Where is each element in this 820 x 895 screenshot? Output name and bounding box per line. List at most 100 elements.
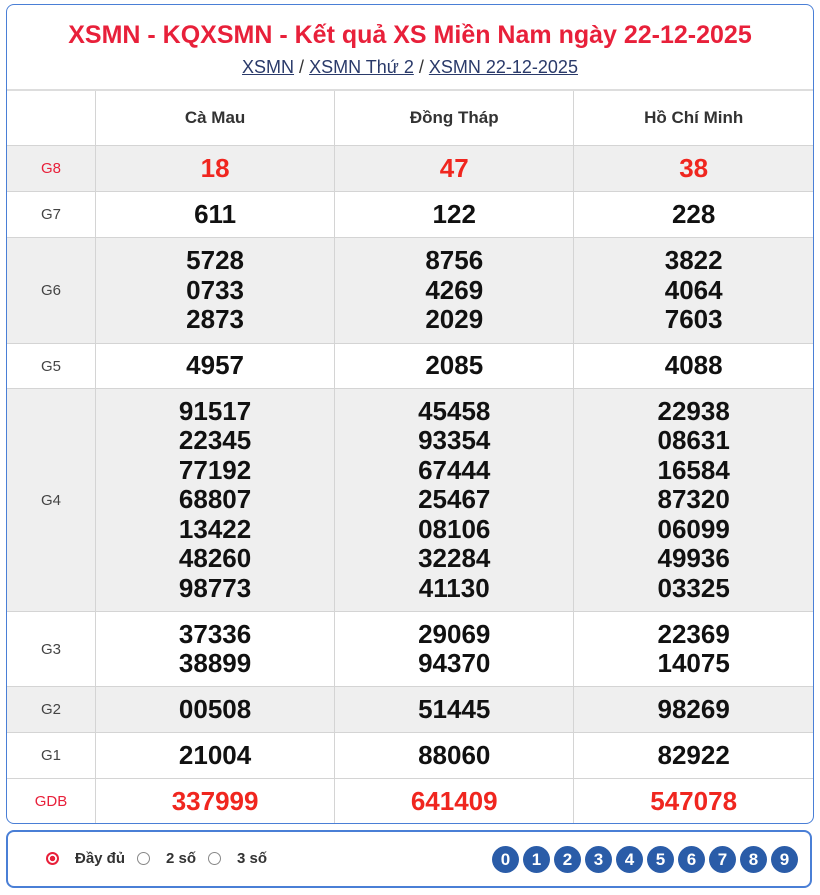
prize-number: 48260 — [178, 543, 252, 574]
digit-button-2[interactable]: 2 — [554, 846, 581, 873]
results-table: Cà Mau Đồng Tháp Hồ Chí Minh G8 18 47 38 G7 6… — [7, 89, 813, 823]
prize-row-g1: G1 21004 88060 82922 — [7, 732, 813, 779]
digit-button-4[interactable]: 4 — [616, 846, 643, 873]
province-header: Đồng Tháp — [334, 89, 575, 146]
radio-full[interactable] — [46, 852, 59, 865]
prize-number: 37336 — [178, 618, 252, 649]
prize-number: 13422 — [178, 513, 252, 544]
prize-cell: 337999 — [94, 778, 336, 823]
prize-number: 77192 — [178, 454, 252, 485]
prize-cell: 641409 — [334, 778, 575, 823]
prize-cell: 228 — [573, 191, 813, 238]
prize-cell: 82922 — [573, 732, 813, 779]
prize-number: 41130 — [418, 572, 490, 603]
digit-button-7[interactable]: 7 — [709, 846, 736, 873]
digit-button-0[interactable]: 0 — [492, 846, 519, 873]
province-header: Cà Mau — [94, 89, 336, 146]
prize-label: G3 — [7, 611, 96, 687]
prize-number: 7603 — [664, 304, 723, 335]
prize-number: 641409 — [410, 785, 498, 816]
prize-cell: 5728 0733 2873 — [94, 237, 336, 344]
prize-label: G4 — [7, 388, 96, 612]
prize-cell: 91517 22345 77192 68807 13422 48260 98773 — [94, 388, 336, 612]
prize-cell: 98269 — [573, 686, 813, 733]
prize-row-g2: G2 00508 51445 98269 — [7, 686, 813, 733]
prize-number: 38899 — [178, 648, 252, 678]
prize-cell: 88060 — [334, 732, 575, 779]
prize-number: 0733 — [186, 274, 244, 305]
prize-row-g7: G7 611 122 228 — [7, 191, 813, 238]
prize-number: 68807 — [178, 484, 252, 515]
digit-button-8[interactable]: 8 — [740, 846, 767, 873]
province-header: Hồ Chí Minh — [573, 89, 813, 146]
option-label: Đầy đủ — [75, 850, 126, 867]
prize-cell: 547078 — [573, 778, 813, 823]
prize-cell: 122 — [334, 191, 575, 238]
prize-row-g3: G3 37336 38899 29069 94370 22369 14075 — [7, 611, 813, 687]
prize-number: 8756 — [425, 245, 484, 276]
prize-row-g4: G4 91517 22345 77192 68807 13422 48260 98773 454… — [7, 388, 813, 612]
digit-button-6[interactable]: 6 — [678, 846, 705, 873]
breadcrumb-xsmn-thu-2[interactable]: XSMN Thứ 2 — [309, 57, 414, 77]
radio-3-digits[interactable] — [208, 852, 222, 865]
prize-number: 06099 — [657, 513, 730, 544]
page-title: XSMN - KQXSMN - Kết quả XS Miền Nam ngày… — [68, 21, 752, 49]
prize-label: G8 — [7, 145, 96, 192]
prize-number: 82922 — [657, 739, 730, 770]
prize-number: 122 — [432, 198, 476, 229]
prize-number: 08631 — [657, 425, 730, 456]
digit-button-3[interactable]: 3 — [585, 846, 612, 873]
option-label: 2 số — [166, 850, 197, 867]
prize-number: 4269 — [425, 274, 484, 305]
prize-cell: 47 — [334, 145, 575, 192]
option-label: 3 số — [237, 850, 268, 867]
breadcrumb-xsmn-date[interactable]: XSMN 22-12-2025 — [428, 57, 578, 77]
prize-number: 547078 — [650, 785, 738, 816]
prize-number: 228 — [671, 198, 716, 229]
breadcrumb-xsmn[interactable]: XSMN — [242, 57, 295, 77]
prize-number: 337999 — [171, 785, 259, 816]
prize-number: 4064 — [664, 274, 723, 305]
prize-number: 47 — [439, 152, 469, 183]
prize-number: 38 — [679, 152, 709, 183]
prize-row-g6: G6 5728 0733 2873 8756 4269 2029 3822 4064 7603 — [7, 237, 813, 344]
prize-label: GDB — [7, 778, 96, 823]
results-card: XSMN - KQXSMN - Kết quả XS Miền Nam ngày… — [6, 4, 814, 824]
prize-number: 3822 — [664, 245, 723, 276]
prize-label: G7 — [7, 191, 96, 238]
prize-number: 88060 — [418, 739, 491, 770]
prize-number: 67444 — [418, 454, 491, 485]
prize-number: 22938 — [657, 395, 730, 426]
prize-number: 2029 — [425, 304, 484, 335]
prize-number: 45458 — [418, 395, 491, 426]
digit-button-5[interactable]: 5 — [647, 846, 674, 873]
prize-cell: 2085 — [334, 343, 575, 389]
prize-cell: 45458 93354 67444 25467 08106 32284 41130 — [334, 388, 575, 612]
prize-number: 22345 — [178, 425, 252, 456]
digit-button-1[interactable]: 1 — [523, 846, 550, 873]
prize-number: 93354 — [418, 425, 491, 456]
prize-cell: 21004 — [94, 732, 336, 779]
prize-number: 08106 — [418, 513, 491, 544]
breadcrumb: XSMN / XSMN Thứ 2 / XSMN 22-12-2025 — [7, 57, 813, 87]
breadcrumb-separator: / — [299, 57, 305, 77]
prize-label: G6 — [7, 237, 96, 344]
prize-number: 49936 — [657, 543, 730, 574]
digit-button-9[interactable]: 9 — [771, 846, 798, 873]
prize-number: 51445 — [418, 693, 491, 724]
prize-row-gdb: GDB 337999 641409 547078 — [7, 778, 813, 823]
prize-cell: 51445 — [334, 686, 575, 733]
prize-number: 21004 — [178, 739, 252, 770]
prize-number: 98773 — [178, 572, 252, 603]
prize-label: G2 — [7, 686, 96, 733]
prize-cell: 18 — [94, 145, 336, 192]
prize-number: 16584 — [657, 454, 730, 485]
prize-number: 4088 — [664, 350, 723, 381]
radio-2-digits[interactable] — [137, 852, 151, 865]
prize-number: 94370 — [418, 648, 491, 678]
prize-cell: 22369 14075 — [573, 611, 813, 687]
prize-cell: 29069 94370 — [334, 611, 575, 687]
prize-number: 22369 — [657, 618, 730, 649]
